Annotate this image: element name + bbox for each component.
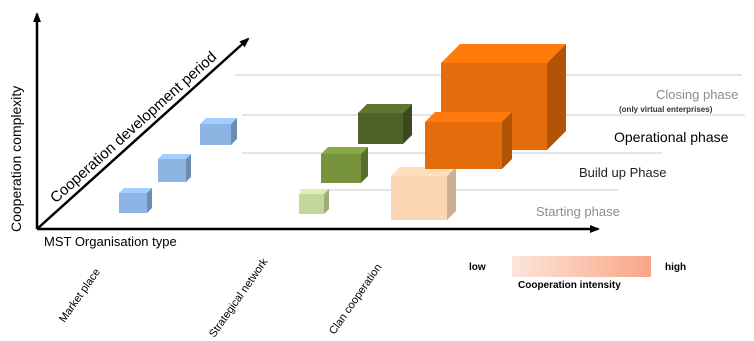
cube-clan-operational: [425, 112, 512, 169]
cube-network-starting: [299, 189, 329, 214]
cube-market-operational: [200, 118, 237, 145]
legend-title: Cooperation intensity: [518, 280, 621, 291]
phase-label-starting: Starting phase: [536, 204, 620, 219]
phase-label-closing-note: (only virtual enterprises): [619, 105, 713, 114]
legend-high-label: high: [665, 262, 687, 273]
legend-low-label: low: [469, 262, 486, 273]
cube-network-operational: [358, 104, 412, 144]
diagonal-axis: [36, 37, 250, 230]
x-axis-label: MST Organisation type: [44, 234, 177, 249]
phase-label-buildup: Build up Phase: [579, 165, 667, 180]
y-axis-label: Cooperation complexity: [8, 85, 24, 232]
legend-gradient-bar: [512, 256, 651, 277]
phase-label-closing: Closing phase: [656, 87, 739, 102]
cube-market-buildup: [158, 154, 191, 182]
cube-market-starting: [119, 188, 152, 213]
cube-network-buildup: [321, 147, 368, 183]
cube-clan-starting: [391, 167, 456, 220]
phase-label-operational: Operational phase: [614, 129, 729, 145]
